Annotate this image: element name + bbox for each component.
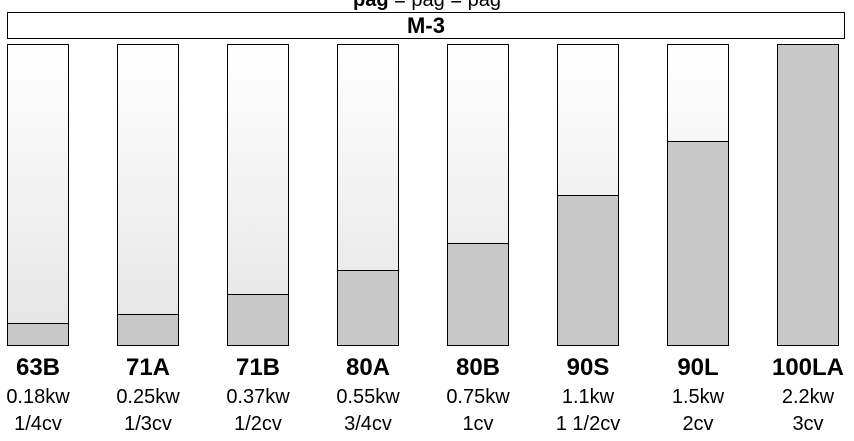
bar-fill-90s	[558, 195, 618, 345]
power-kw-label: 2.2kw	[781, 386, 835, 408]
bar-fill-100la	[778, 45, 838, 345]
power-kw-label: 0.55kw	[336, 386, 400, 408]
power-cv-label: 3/4cv	[344, 413, 392, 435]
power-cv-label: 1/4cv	[14, 413, 62, 435]
bar-fill-63b	[8, 323, 68, 345]
model-label: 71A	[125, 354, 171, 381]
bar-80a	[337, 44, 399, 346]
model-label: 80B	[455, 354, 501, 381]
chart-title: M-3	[7, 12, 845, 39]
power-kw-label: 1.5kw	[671, 386, 725, 408]
power-cv-label: 1cv	[462, 413, 494, 435]
power-kw-label: 0.37kw	[226, 386, 290, 408]
power-cv-label: 1/2cv	[234, 413, 282, 435]
bar-63b	[7, 44, 69, 346]
bar-100la	[777, 44, 839, 346]
model-label: 90S	[566, 354, 610, 381]
power-cv-label: 1 1/2cv	[555, 413, 621, 435]
bar-fill-71b	[228, 294, 288, 345]
bar-fill-90l	[668, 141, 728, 345]
bar-90s	[557, 44, 619, 346]
bar-fill-80b	[448, 243, 508, 345]
model-label: 80A	[345, 354, 391, 381]
bar-71b	[227, 44, 289, 346]
power-cv-label: 2cv	[682, 413, 714, 435]
model-label: 63B	[15, 354, 61, 381]
power-kw-label: 0.18kw	[6, 386, 70, 408]
top-note: pag = pag = pag	[0, 0, 854, 10]
model-label: 71B	[235, 354, 281, 381]
bar-80b	[447, 44, 509, 346]
power-cv-label: 1/3cv	[124, 413, 172, 435]
top-note-text: = pag = pag	[394, 0, 501, 11]
model-label: 90L	[677, 354, 719, 381]
power-kw-label: 1.1kw	[561, 386, 615, 408]
bar-90l	[667, 44, 729, 346]
bar-fill-80a	[338, 270, 398, 345]
bar-71a	[117, 44, 179, 346]
power-kw-label: 0.75kw	[446, 386, 510, 408]
power-kw-label: 0.25kw	[116, 386, 180, 408]
model-label: 100LA	[771, 354, 845, 381]
power-cv-label: 3cv	[792, 413, 824, 435]
top-note-bold: pag	[353, 0, 389, 11]
bar-fill-71a	[118, 314, 178, 345]
